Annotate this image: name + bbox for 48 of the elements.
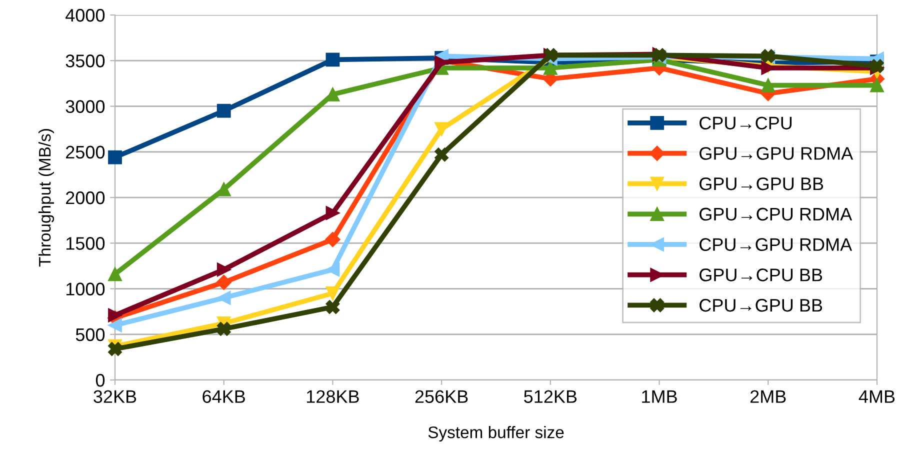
- point: [326, 52, 340, 67]
- point: [216, 182, 231, 196]
- x-tick-label: 4MB: [858, 390, 895, 403]
- legend-label: CPU→CPU: [700, 116, 792, 130]
- x-tick-label: 64KB: [202, 390, 245, 403]
- legend-label: GPU→CPU RDMA: [700, 208, 852, 221]
- point: [434, 148, 449, 162]
- y-tick-label: 500: [76, 328, 105, 342]
- y-tick-label: 3500: [66, 54, 105, 68]
- x-tick-label: 128KB: [306, 390, 359, 403]
- x-tick-label: 512KB: [524, 390, 577, 403]
- point: [216, 274, 232, 290]
- point: [870, 78, 884, 92]
- point: [108, 267, 122, 282]
- point: [761, 78, 776, 92]
- point: [216, 322, 231, 336]
- x-axis-title: System buffer size: [428, 426, 564, 442]
- point: [325, 232, 340, 248]
- x-tick-label: 256KB: [415, 390, 468, 403]
- x-tick-label: 32KB: [94, 390, 136, 403]
- point: [108, 150, 122, 164]
- y-tick-label: 4000: [66, 8, 105, 22]
- y-axis-title: Throughput (MB/s): [38, 129, 54, 267]
- legend-label: GPU→CPU BB: [700, 268, 822, 282]
- point: [326, 300, 340, 314]
- point: [216, 290, 231, 305]
- x-tick-label: 2MB: [750, 390, 786, 403]
- y-tick-label: 1500: [66, 237, 105, 250]
- y-tick-label: 1000: [66, 282, 105, 296]
- legend-label: GPU→GPU RDMA: [700, 147, 854, 160]
- point: [543, 60, 558, 75]
- x-tick-label: 1MB: [642, 390, 677, 403]
- point: [108, 342, 122, 356]
- point: [326, 286, 340, 300]
- legend-label: CPU→GPU RDMA: [700, 238, 852, 251]
- point: [216, 262, 231, 277]
- y-tick-label: 3000: [66, 100, 105, 113]
- point: [108, 318, 122, 332]
- legend-label: GPU→GPU BB: [700, 177, 824, 190]
- legend-label: CPU→GPU BB: [700, 298, 822, 312]
- point: [326, 206, 340, 220]
- point: [434, 122, 449, 136]
- point: [108, 308, 122, 322]
- y-tick-label: 2000: [66, 191, 105, 204]
- point: [326, 262, 340, 277]
- y-tick-label: 0: [96, 374, 105, 387]
- y-tick-label: 2500: [66, 146, 105, 159]
- point: [216, 104, 231, 118]
